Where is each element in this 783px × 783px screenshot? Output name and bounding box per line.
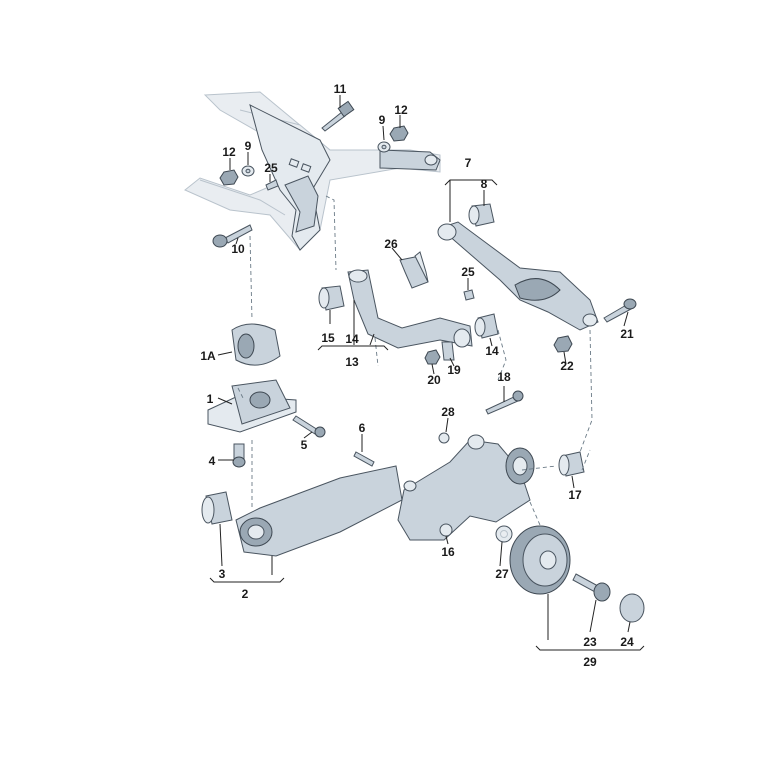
bolt-11: [321, 100, 355, 132]
bushing-17: [558, 451, 585, 477]
bolt-25-right: [463, 289, 475, 301]
label-12-right: 12: [394, 103, 408, 117]
label-23: 23: [583, 635, 597, 649]
guide-lines: [237, 195, 593, 526]
label-16: 16: [441, 545, 455, 559]
label-10: 10: [231, 242, 245, 256]
nut-20: [424, 349, 441, 365]
washer-28: [438, 432, 450, 444]
label-14-right: 14: [485, 344, 499, 358]
label-21: 21: [620, 327, 634, 341]
washer-27: [495, 525, 513, 543]
nut-12-right: [389, 125, 409, 142]
label-5: 5: [301, 438, 308, 452]
bracket-26: [399, 251, 429, 289]
label-7: 7: [465, 156, 472, 170]
group-brackets: [209, 179, 645, 651]
label-18: 18: [497, 370, 511, 384]
upper-link-13: [347, 269, 473, 349]
nut-12-left: [219, 169, 239, 186]
bump-stop-1a: [231, 323, 281, 366]
label-1a: 1A: [200, 349, 216, 363]
washer-9-right: [377, 141, 391, 153]
bolt-19: [441, 341, 455, 361]
label-6: 6: [359, 421, 366, 435]
label-17: 17: [568, 488, 582, 502]
label-29: 29: [583, 655, 597, 669]
bushing-15: [318, 285, 345, 311]
wheel-hub-29: [509, 525, 571, 595]
label-15: 15: [321, 331, 335, 345]
leader-lines: [217, 95, 631, 640]
bolt-25-left: [265, 179, 279, 191]
nut-22: [553, 335, 573, 353]
label-25-right: 25: [461, 265, 475, 279]
mount-bracket-1: [207, 379, 297, 433]
bolt-6: [353, 451, 375, 467]
label-19: 19: [447, 363, 461, 377]
washer-9-left: [241, 165, 255, 177]
label-28: 28: [441, 405, 455, 419]
bushing-3: [201, 491, 233, 525]
label-24: 24: [620, 635, 634, 649]
bolt-5: [292, 415, 326, 438]
label-22: 22: [560, 359, 574, 373]
transverse-link-7: [437, 221, 599, 331]
bolt-21: [603, 298, 637, 323]
label-11: 11: [334, 82, 347, 96]
bolt-18: [485, 390, 524, 415]
label-9-left: 9: [245, 139, 252, 153]
callout-labels: 11 12 9 12 9 25 10 7 8 26 25 21 22 15 14…: [200, 82, 634, 669]
bolt-23: [572, 573, 611, 602]
label-1: 1: [207, 392, 214, 406]
label-20: 20: [427, 373, 441, 387]
label-8: 8: [481, 177, 488, 191]
bushing-8: [468, 203, 495, 227]
bushing-14-right: [474, 313, 499, 339]
label-9-right: 9: [379, 113, 386, 127]
label-13: 13: [345, 355, 359, 369]
label-12-left: 12: [222, 145, 236, 159]
wheel-bearing-housing-16: [397, 434, 535, 541]
label-27: 27: [495, 567, 509, 581]
label-2: 2: [242, 587, 249, 601]
label-14-left: 14: [345, 332, 359, 346]
label-25-left: 25: [264, 161, 278, 175]
bolt-10: [212, 224, 253, 248]
label-4: 4: [209, 454, 216, 468]
subframe-bracket: [249, 104, 441, 251]
label-3: 3: [219, 567, 226, 581]
bolt-4: [232, 443, 246, 468]
label-26: 26: [384, 237, 398, 251]
cap-24: [619, 593, 645, 623]
trailing-arm-2: [235, 465, 403, 557]
